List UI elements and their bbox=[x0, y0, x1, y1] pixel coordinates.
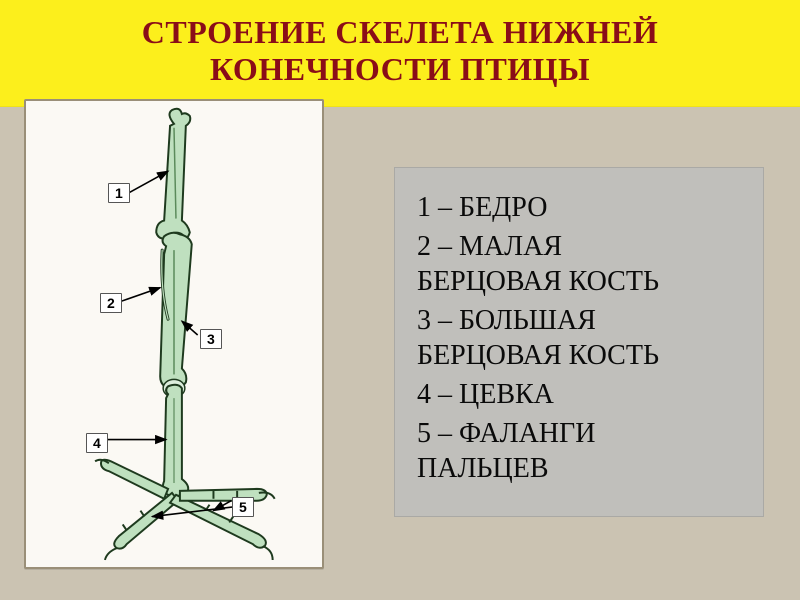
title-banner: СТРОЕНИЕ СКЕЛЕТА НИЖНЕЙ КОНЕЧНОСТИ ПТИЦЫ bbox=[0, 0, 800, 107]
bone-tarsometatarsus bbox=[163, 384, 188, 495]
legend-item-5: 5 – ФАЛАНГИ ПАЛЬЦЕВ bbox=[417, 416, 741, 486]
diagram-label-5: 5 bbox=[232, 497, 254, 518]
legend-item-4: 4 – ЦЕВКА bbox=[417, 377, 741, 412]
diagram-label-4: 4 bbox=[86, 433, 108, 454]
title-line-1: СТРОЕНИЕ СКЕЛЕТА НИЖНЕЙ bbox=[142, 14, 659, 50]
skeleton-svg bbox=[26, 101, 322, 567]
legend-panel: 1 – БЕДРО 2 – МАЛАЯ БЕРЦОВАЯ КОСТЬ 3 – Б… bbox=[394, 167, 764, 517]
page-title: СТРОЕНИЕ СКЕЛЕТА НИЖНЕЙ КОНЕЧНОСТИ ПТИЦЫ bbox=[20, 14, 780, 88]
diagram-label-2: 2 bbox=[100, 293, 122, 314]
legend-item-2: 2 – МАЛАЯ БЕРЦОВАЯ КОСТЬ bbox=[417, 229, 741, 299]
content-area: 1 2 3 4 5 1 – БЕДРО 2 – МАЛАЯ БЕРЦОВАЯ К… bbox=[0, 107, 800, 587]
page-root: СТРОЕНИЕ СКЕЛЕТА НИЖНЕЙ КОНЕЧНОСТИ ПТИЦЫ bbox=[0, 0, 800, 600]
legend-item-3: 3 – БОЛЬШАЯ БЕРЦОВАЯ КОСТЬ bbox=[417, 303, 741, 373]
legend-item-1: 1 – БЕДРО bbox=[417, 190, 741, 225]
diagram-label-1: 1 bbox=[108, 183, 130, 204]
diagram-label-3: 3 bbox=[200, 329, 222, 350]
title-line-2: КОНЕЧНОСТИ ПТИЦЫ bbox=[210, 51, 590, 87]
diagram-panel: 1 2 3 4 5 bbox=[24, 99, 324, 569]
